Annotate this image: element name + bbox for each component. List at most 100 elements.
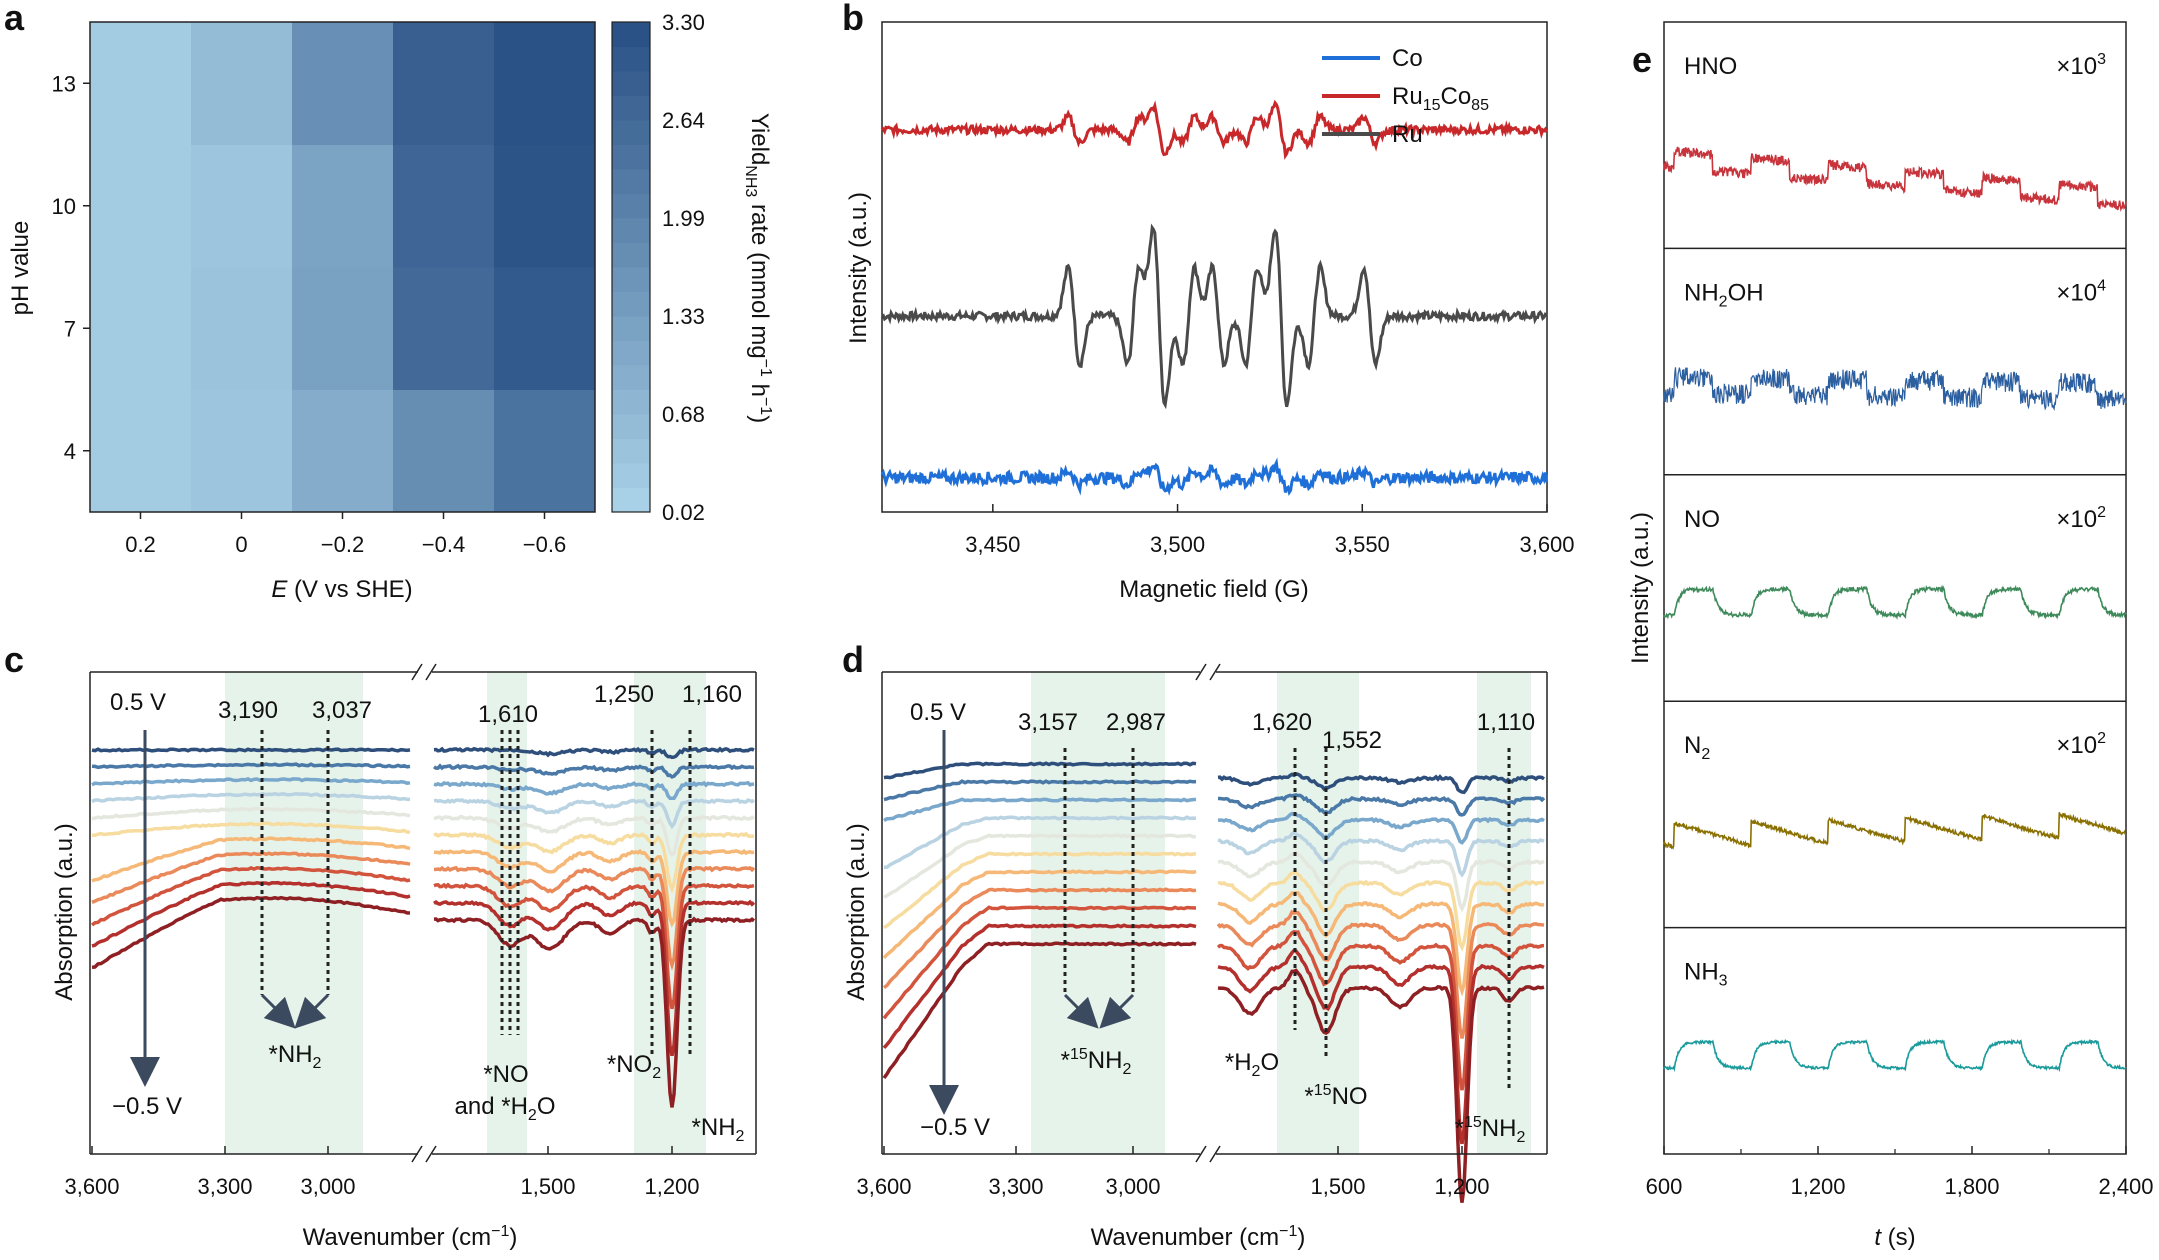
colorbar-tick-label: 1.99 <box>662 206 705 231</box>
peak-label-3037: 3,037 <box>312 697 372 724</box>
colorbar-segment <box>612 22 650 47</box>
ir-line-right <box>1218 793 1546 817</box>
peak-label-3157: 3,157 <box>1018 709 1078 736</box>
ir-line-left <box>883 797 1197 823</box>
y-tick-label: 7 <box>64 316 76 341</box>
ms-x-ticks: 600 1,200 1,800 2,400 <box>1646 1146 2154 1199</box>
y-tick-label: 4 <box>64 439 76 464</box>
ir-x-ticks-c: 3,600 3,300 3,000 1,500 1,200 <box>64 1146 700 1199</box>
ir-line-left <box>883 815 1197 869</box>
ms-multiplier: ×103 <box>2056 51 2106 80</box>
peak-lines-d <box>1063 748 1511 1090</box>
panel-d: d 3,600 3,300 3,000 1,500 1,200 Wavenumber (… <box>842 639 1548 1251</box>
ms-y-label: Intensity (a.u.) <box>1627 512 1654 664</box>
heatmap-cell <box>292 389 394 513</box>
ir-line-right <box>433 865 756 971</box>
ir-line-left <box>882 869 1197 959</box>
ir-line-right <box>433 831 755 894</box>
ir-line-left <box>883 761 1197 780</box>
colorbar-tick-label: 0.02 <box>662 500 705 525</box>
arrow-nh2-right-d <box>1099 993 1135 1029</box>
heatmap-cell <box>494 389 596 513</box>
potential-top-d: 0.5 V <box>910 699 966 726</box>
label-and-h2o-c: and *H2O <box>455 1093 556 1124</box>
heatmap-y-ticks: 4 7 10 13 <box>52 71 90 464</box>
epr-line-ru <box>881 223 1548 410</box>
ms-series-label: NH2OH <box>1684 279 1764 310</box>
ir-line-left <box>882 905 1197 1020</box>
ir-line-right <box>433 763 755 779</box>
x-tick-label: 1,200 <box>644 1174 699 1199</box>
y-tick-label: 13 <box>52 71 76 96</box>
potential-bottom-c: −0.5 V <box>112 1093 182 1120</box>
colorbar-segment <box>612 316 650 341</box>
colorbar-segment <box>612 389 650 415</box>
colorbar-ticks: 0.02 0.68 1.33 1.99 2.64 3.30 <box>662 10 705 525</box>
label-nh2-right-c: *NH2 <box>692 1114 745 1145</box>
ir-line-right <box>433 746 755 760</box>
legend-label-co: Co <box>1392 45 1423 72</box>
ms-series-label: NH3 <box>1684 959 1728 990</box>
colorbar-segment <box>612 144 650 170</box>
colorbar-segment <box>612 46 650 72</box>
x-tick-label: 0 <box>235 532 247 557</box>
heatmap-cell <box>292 267 394 390</box>
colorbar-tick-label: 2.64 <box>662 108 705 133</box>
ir-line-right <box>433 797 755 830</box>
x-label-c: Wavenumber (cm−1) <box>303 1223 518 1251</box>
heatmap-cell <box>494 144 596 268</box>
x-tick-label: 3,500 <box>1150 532 1205 557</box>
heatmap-cell <box>90 144 192 268</box>
x-tick-label: 1,500 <box>1310 1174 1365 1199</box>
heatmap-cell <box>393 22 495 145</box>
epr-frame <box>881 21 1548 513</box>
heatmap-cell <box>292 22 394 145</box>
peak-label-1610: 1,610 <box>478 701 538 728</box>
axis-box-d <box>881 663 1548 1163</box>
ir-line-right <box>433 848 755 928</box>
epr-legend: Co Ru15Co85 Ru <box>1322 45 1489 148</box>
ir-line-right <box>1216 929 1545 1091</box>
band-nh2-d <box>1031 672 1165 1154</box>
x-tick-label: −0.4 <box>422 532 465 557</box>
colorbar-label: YieldNH3 rate (mmol mg−1 h−1) <box>742 113 774 423</box>
ms-series-label: HNO <box>1684 53 1737 80</box>
x-tick-label: 3,300 <box>197 1174 252 1199</box>
ir-line-right <box>433 916 756 1108</box>
ms-trace <box>1663 812 2127 850</box>
ms-trace <box>1663 1038 2127 1073</box>
ir-line-right <box>1217 891 1545 997</box>
ms-trace <box>1663 367 2127 411</box>
x-tick-label: 3,600 <box>856 1174 911 1199</box>
peak-label-1110: 1,110 <box>1477 709 1535 736</box>
panel-label-c: c <box>4 639 24 680</box>
peak-label-2987: 2,987 <box>1106 709 1166 736</box>
heatmap-cells <box>90 22 596 513</box>
heatmap-x-label: E (V vs SHE) <box>271 576 412 603</box>
label-15no-d: *15NO <box>1304 1082 1367 1110</box>
colorbar-segment <box>612 169 650 194</box>
panel-e: e HNO ×103 NH2OH ×104 NO ×102 N2 ×102 NH3 600 1,2… <box>1627 21 2154 1251</box>
x-tick-label: 0.2 <box>125 532 156 557</box>
peak-label-1552: 1,552 <box>1322 727 1382 754</box>
ir-line-right <box>1217 772 1546 795</box>
panel-label-a: a <box>4 0 25 38</box>
heatmap-x-ticks: 0.2 0 −0.2 −0.4 −0.6 <box>125 512 566 557</box>
epr-x-label: Magnetic field (G) <box>1119 576 1308 603</box>
x-tick-label: 1,500 <box>520 1174 575 1199</box>
colorbar-segment <box>612 193 650 219</box>
x-tick-label: 3,550 <box>1335 532 1390 557</box>
arrow-nh2-left-c <box>260 993 296 1029</box>
heatmap-cell <box>393 267 495 390</box>
peak-label-1620: 1,620 <box>1252 709 1312 736</box>
heatmap-cell <box>191 267 293 390</box>
label-no2-c: *NO2 <box>607 1051 661 1082</box>
ms-x-label: t (s) <box>1874 1224 1915 1251</box>
panel-label-d: d <box>842 639 864 680</box>
x-tick-label: 1,200 <box>1434 1174 1489 1199</box>
x-tick-label: 3,300 <box>988 1174 1043 1199</box>
ir-line-left <box>883 833 1197 899</box>
potential-bottom-d: −0.5 V <box>920 1114 990 1141</box>
